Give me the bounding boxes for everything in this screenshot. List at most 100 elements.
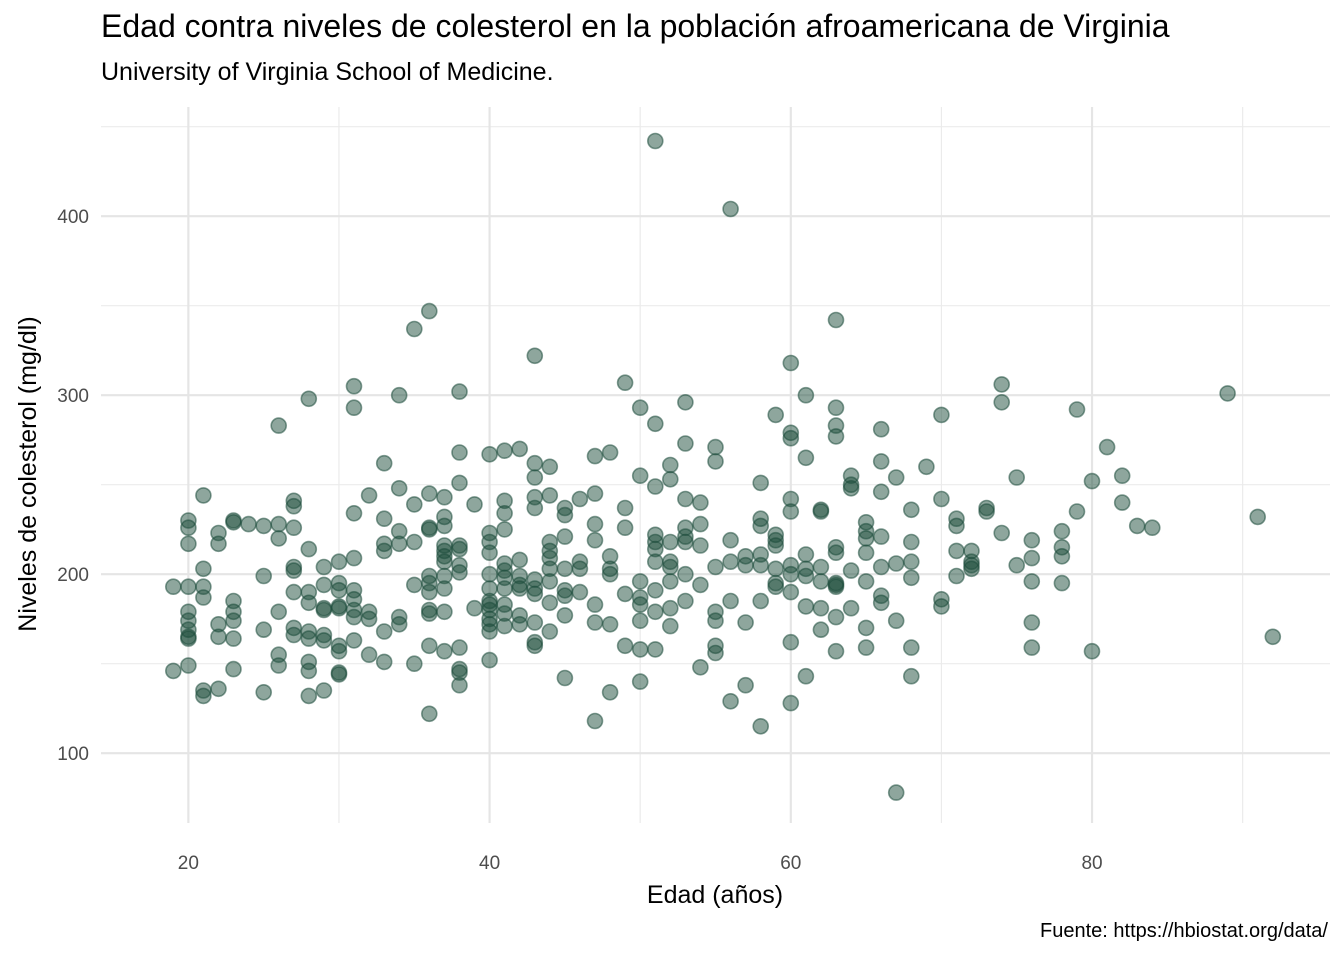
data-point: [270, 530, 288, 547]
data-point: [180, 519, 197, 537]
data-point: [496, 580, 513, 597]
data-point: [782, 429, 800, 447]
data-point: [315, 632, 333, 649]
data-point: [948, 542, 965, 560]
data-point: [661, 533, 679, 551]
data-point: [1068, 503, 1086, 520]
data-point: [646, 478, 664, 495]
data-point: [315, 601, 333, 619]
data-point: [436, 553, 453, 571]
data-point: [1008, 556, 1026, 574]
data-point: [330, 666, 348, 683]
tick-labels: 20 40 60 80 100 200 300 400: [57, 207, 1102, 874]
data-point: [496, 617, 513, 635]
data-point: [1053, 547, 1071, 565]
data-point: [345, 608, 363, 626]
data-point: [1098, 438, 1116, 456]
data-point: [752, 474, 770, 492]
data-point: [963, 560, 980, 578]
data-point: [420, 583, 438, 601]
data-point: [405, 576, 423, 594]
data-point: [631, 596, 649, 613]
data-point: [661, 599, 679, 617]
data-point: [601, 615, 619, 633]
data-point: [722, 592, 739, 610]
data-point: [556, 560, 574, 578]
data-point: [1023, 531, 1041, 549]
data-point: [390, 479, 408, 497]
data-point: [541, 623, 559, 640]
data-point: [436, 580, 453, 597]
data-point: [1128, 517, 1146, 535]
x-axis-title: Edad (años): [647, 881, 783, 909]
data-point: [902, 569, 920, 587]
chart-subtitle: University of Virginia School of Medicin…: [101, 58, 554, 86]
data-point: [405, 655, 423, 673]
data-point: [180, 535, 197, 553]
data-point: [345, 377, 363, 395]
data-point: [420, 637, 438, 655]
data-point: [978, 503, 995, 520]
data-point: [631, 573, 649, 590]
data-point: [180, 630, 197, 647]
data-point: [481, 445, 498, 463]
data-point: [451, 383, 468, 400]
data-point: [692, 576, 709, 594]
data-point: [1113, 467, 1131, 485]
data-point: [315, 682, 333, 699]
data-point: [586, 485, 604, 502]
data-point: [451, 564, 468, 581]
data-point: [436, 488, 453, 506]
data-point: [737, 614, 754, 631]
data-point: [933, 490, 950, 508]
data-point: [571, 560, 589, 578]
data-point: [451, 676, 468, 694]
data-point: [797, 667, 815, 685]
data-point: [887, 469, 905, 486]
data-point: [782, 583, 800, 601]
data-point: [285, 497, 303, 515]
data-point: [887, 555, 905, 572]
data-point: [631, 399, 649, 417]
data-point: [300, 662, 318, 680]
data-point: [526, 614, 544, 631]
data-point: [993, 376, 1011, 393]
data-point: [511, 580, 529, 597]
data-point: [631, 641, 649, 658]
data-point: [616, 374, 634, 392]
data-point: [390, 615, 408, 633]
data-point: [601, 683, 619, 701]
data-point: [692, 658, 709, 676]
data-point: [601, 444, 619, 461]
data-point: [918, 458, 935, 476]
data-point: [646, 415, 664, 433]
data-point: [556, 528, 574, 545]
data-point: [345, 632, 363, 649]
data-point: [375, 454, 393, 472]
data-point: [315, 558, 333, 576]
data-point: [933, 406, 950, 424]
data-point: [948, 567, 965, 585]
data-point: [300, 687, 318, 705]
data-point: [782, 694, 800, 712]
data-point: [1113, 494, 1131, 511]
data-point: [948, 517, 965, 535]
data-point: [526, 637, 544, 655]
data-point: [842, 562, 860, 579]
data-point: [722, 553, 739, 571]
data-point: [526, 469, 544, 486]
data-point: [330, 642, 348, 660]
data-point: [165, 578, 182, 596]
data-point: [526, 499, 544, 517]
data-point: [827, 608, 845, 626]
data-point: [225, 513, 242, 531]
data-point: [511, 551, 529, 569]
data-point: [1068, 401, 1086, 418]
data-point: [827, 642, 845, 660]
data-point: [300, 630, 318, 647]
data-point: [541, 594, 559, 612]
data-point: [707, 612, 724, 630]
data-point: [451, 639, 468, 656]
data-point: [752, 556, 770, 574]
data-point: [902, 553, 920, 571]
